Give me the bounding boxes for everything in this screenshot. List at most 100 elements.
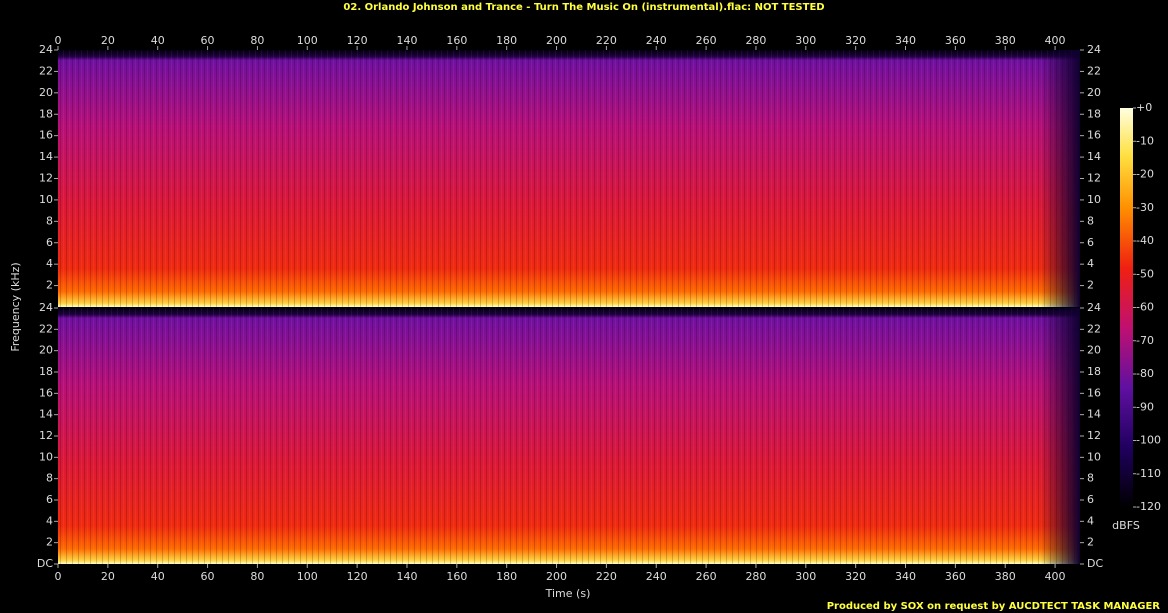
y-tick-label-right: 18 [1087, 365, 1101, 378]
x-tick-label: 140 [396, 570, 417, 583]
y-tick-label: DC [37, 557, 53, 570]
x-tick-label-top: 300 [795, 34, 816, 47]
x-tick-label: 260 [696, 570, 717, 583]
colorbar-tick-label: -110 [1136, 467, 1161, 480]
x-tick-label-top: 80 [250, 34, 264, 47]
y-tick-label-right: 6 [1087, 493, 1094, 506]
x-tick-label: 160 [446, 570, 467, 583]
x-tick-label: 20 [101, 570, 115, 583]
x-tick-label: 280 [745, 570, 766, 583]
x-axis-label: Time (s) [545, 587, 591, 600]
x-tick-label: 380 [995, 570, 1016, 583]
y-tick-label-right: 22 [1087, 322, 1101, 335]
x-tick-label: 300 [795, 570, 816, 583]
y-tick-label-right: 12 [1087, 429, 1101, 442]
y-tick-label: 8 [46, 214, 53, 227]
x-tick-label-top: 60 [201, 34, 215, 47]
colorbar-label: dBFS [1112, 519, 1140, 532]
y-tick-label-right: 8 [1087, 214, 1094, 227]
y-tick-label-right: 22 [1087, 64, 1101, 77]
y-tick-label-right: 16 [1087, 386, 1101, 399]
y-tick-label: 16 [39, 386, 53, 399]
y-tick-label: 18 [39, 107, 53, 120]
y-tick-label-right: 10 [1087, 193, 1101, 206]
y-tick-label: 4 [46, 257, 53, 270]
x-tick-label-top: 240 [646, 34, 667, 47]
y-tick-label-right: DC [1087, 557, 1103, 570]
x-tick-label-top: 260 [696, 34, 717, 47]
x-tick-label: 60 [201, 570, 215, 583]
x-tick-label-top: 40 [151, 34, 165, 47]
y-tick-label: 10 [39, 450, 53, 463]
x-tick-label: 400 [1045, 570, 1066, 583]
colorbar-tick-label: -100 [1136, 434, 1161, 447]
x-tick-label-top: 120 [347, 34, 368, 47]
footer: Produced by SOX on request by AUCDTECT T… [827, 601, 1161, 612]
colorbar-tick-label: -30 [1136, 201, 1154, 214]
colorbar-tick-label: -80 [1136, 367, 1154, 380]
x-tick-label: 0 [55, 570, 62, 583]
x-tick-label: 240 [646, 570, 667, 583]
y-tick-label: 22 [39, 322, 53, 335]
colorbar-tick-label: +0 [1136, 101, 1152, 114]
x-tick-label-top: 340 [895, 34, 916, 47]
x-tick-label-top: 380 [995, 34, 1016, 47]
x-tick-label-top: 0 [55, 34, 62, 47]
x-tick-label: 220 [596, 570, 617, 583]
y-tick-label: 20 [39, 86, 53, 99]
colorbar-tick-label: -60 [1136, 301, 1154, 314]
x-tick-label: 120 [347, 570, 368, 583]
y-tick-label-right: 2 [1087, 279, 1094, 292]
colorbar-tick-label: -50 [1136, 267, 1154, 280]
spectrogram-texture [58, 308, 1080, 564]
colorbar-tick-label: -70 [1136, 334, 1154, 347]
x-tick-label-top: 20 [101, 34, 115, 47]
y-tick-label-right: 24 [1087, 301, 1101, 314]
y-tick-label-right: 20 [1087, 86, 1101, 99]
x-tick-label: 80 [250, 570, 264, 583]
x-tick-label-top: 100 [297, 34, 318, 47]
colorbar-tick-label: -10 [1136, 134, 1154, 147]
x-tick-label: 320 [845, 570, 866, 583]
x-tick-label-top: 180 [496, 34, 517, 47]
x-tick-label: 40 [151, 570, 165, 583]
x-tick-label-top: 140 [396, 34, 417, 47]
colorbar-tick-label: -20 [1136, 168, 1154, 181]
y-tick-label-right: 20 [1087, 344, 1101, 357]
y-tick-label: 6 [46, 493, 53, 506]
y-tick-label-right: 12 [1087, 172, 1101, 185]
spectrogram-fade [1040, 50, 1080, 307]
colorbar-tick-label: -90 [1136, 400, 1154, 413]
chart-title: 02. Orlando Johnson and Trance - Turn Th… [343, 2, 824, 13]
x-tick-label-top: 200 [546, 34, 567, 47]
x-tick-label-top: 220 [596, 34, 617, 47]
y-tick-label: 2 [46, 279, 53, 292]
x-tick-label: 340 [895, 570, 916, 583]
spectrogram-fade [1040, 308, 1080, 564]
y-tick-label-right: 16 [1087, 129, 1101, 142]
x-tick-label-top: 400 [1045, 34, 1066, 47]
y-tick-label: 14 [39, 408, 53, 421]
colorbar-tick-label: -120 [1136, 500, 1161, 513]
x-tick-label-top: 360 [945, 34, 966, 47]
y-tick-label-right: 2 [1087, 536, 1094, 549]
y-tick-label-right: 4 [1087, 514, 1094, 527]
y-tick-label: 16 [39, 129, 53, 142]
colorbar-tick-label: -40 [1136, 234, 1154, 247]
y-tick-label: 14 [39, 150, 53, 163]
spectrogram-texture [58, 50, 1080, 307]
y-tick-label: 2 [46, 536, 53, 549]
y-tick-label: 12 [39, 172, 53, 185]
y-tick-label: 24 [39, 43, 53, 56]
y-tick-label: 22 [39, 64, 53, 77]
y-tick-label: 20 [39, 344, 53, 357]
x-tick-label-top: 160 [446, 34, 467, 47]
x-tick-label: 200 [546, 570, 567, 583]
y-tick-label-right: 6 [1087, 236, 1094, 249]
y-tick-label: 12 [39, 429, 53, 442]
y-tick-label: 8 [46, 472, 53, 485]
y-tick-label-right: 24 [1087, 43, 1101, 56]
y-tick-label: 10 [39, 193, 53, 206]
y-tick-label-right: 18 [1087, 107, 1101, 120]
